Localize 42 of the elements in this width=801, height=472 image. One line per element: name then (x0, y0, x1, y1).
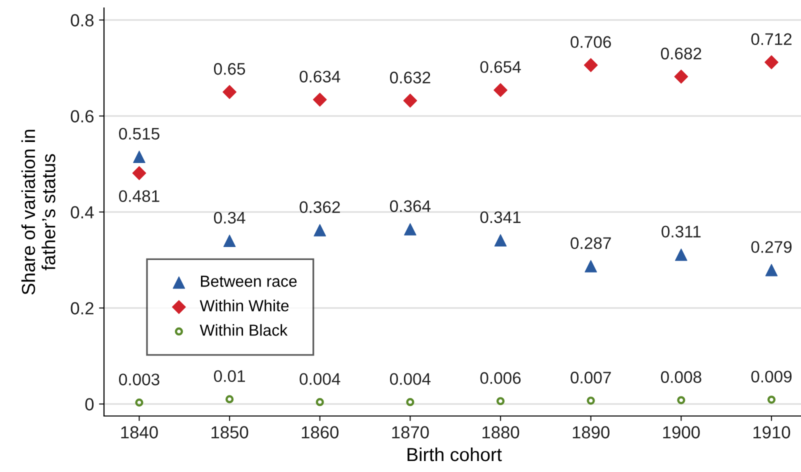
data-label: 0.003 (119, 374, 160, 386)
data-label: 0.706 (570, 36, 611, 48)
data-label: 0.008 (660, 371, 702, 383)
data-label: 0.65 (214, 63, 246, 75)
x-axis-title: Birth cohort (408, 447, 502, 462)
data-label: 0.634 (300, 70, 340, 82)
x-tick-label: 1880 (482, 426, 520, 438)
y-axis-title: Share of variation in father’s status (21, 130, 56, 295)
x-tick-label: 1900 (663, 426, 700, 438)
data-label: 0.279 (751, 241, 792, 253)
data-label: 0.654 (480, 61, 521, 73)
data-label: 0.712 (751, 33, 792, 46)
y-tick-label: 0.8 (70, 14, 94, 26)
x-tick-label: 1850 (212, 426, 248, 438)
data-label: 0.01 (214, 370, 245, 382)
data-label: 0.006 (480, 372, 521, 384)
data-label: 0.364 (390, 200, 431, 212)
data-label: 0.515 (119, 128, 160, 140)
y-tick-label: 0.6 (70, 110, 94, 122)
legend-label: Within White (200, 300, 289, 312)
x-tick-label: 1840 (121, 426, 158, 438)
legend-label: Between race (201, 276, 297, 287)
legend-label: Within Black (200, 324, 288, 336)
data-label: 0.007 (570, 372, 611, 384)
data-label: 0.34 (214, 212, 246, 224)
data-label: 0.341 (480, 211, 521, 224)
x-tick-label: 1870 (392, 426, 429, 438)
data-label: 0.311 (662, 226, 701, 238)
data-label: 0.682 (660, 48, 702, 60)
x-tick-label: 1860 (302, 426, 339, 438)
x-tick-label: 1910 (754, 426, 790, 438)
data-label: 0.362 (300, 201, 340, 214)
data-label: 0.004 (300, 373, 340, 385)
y-tick-label: 0.2 (70, 302, 94, 314)
data-label: 0.009 (751, 370, 792, 382)
y-tick-label: 0 (85, 398, 94, 410)
y-tick-label: 0.4 (70, 206, 94, 218)
data-label: 0.004 (390, 373, 431, 385)
data-label: 0.632 (390, 72, 430, 84)
x-tick-label: 1890 (572, 426, 610, 438)
data-label: 0.287 (570, 237, 611, 250)
data-label: 0.481 (119, 190, 160, 202)
